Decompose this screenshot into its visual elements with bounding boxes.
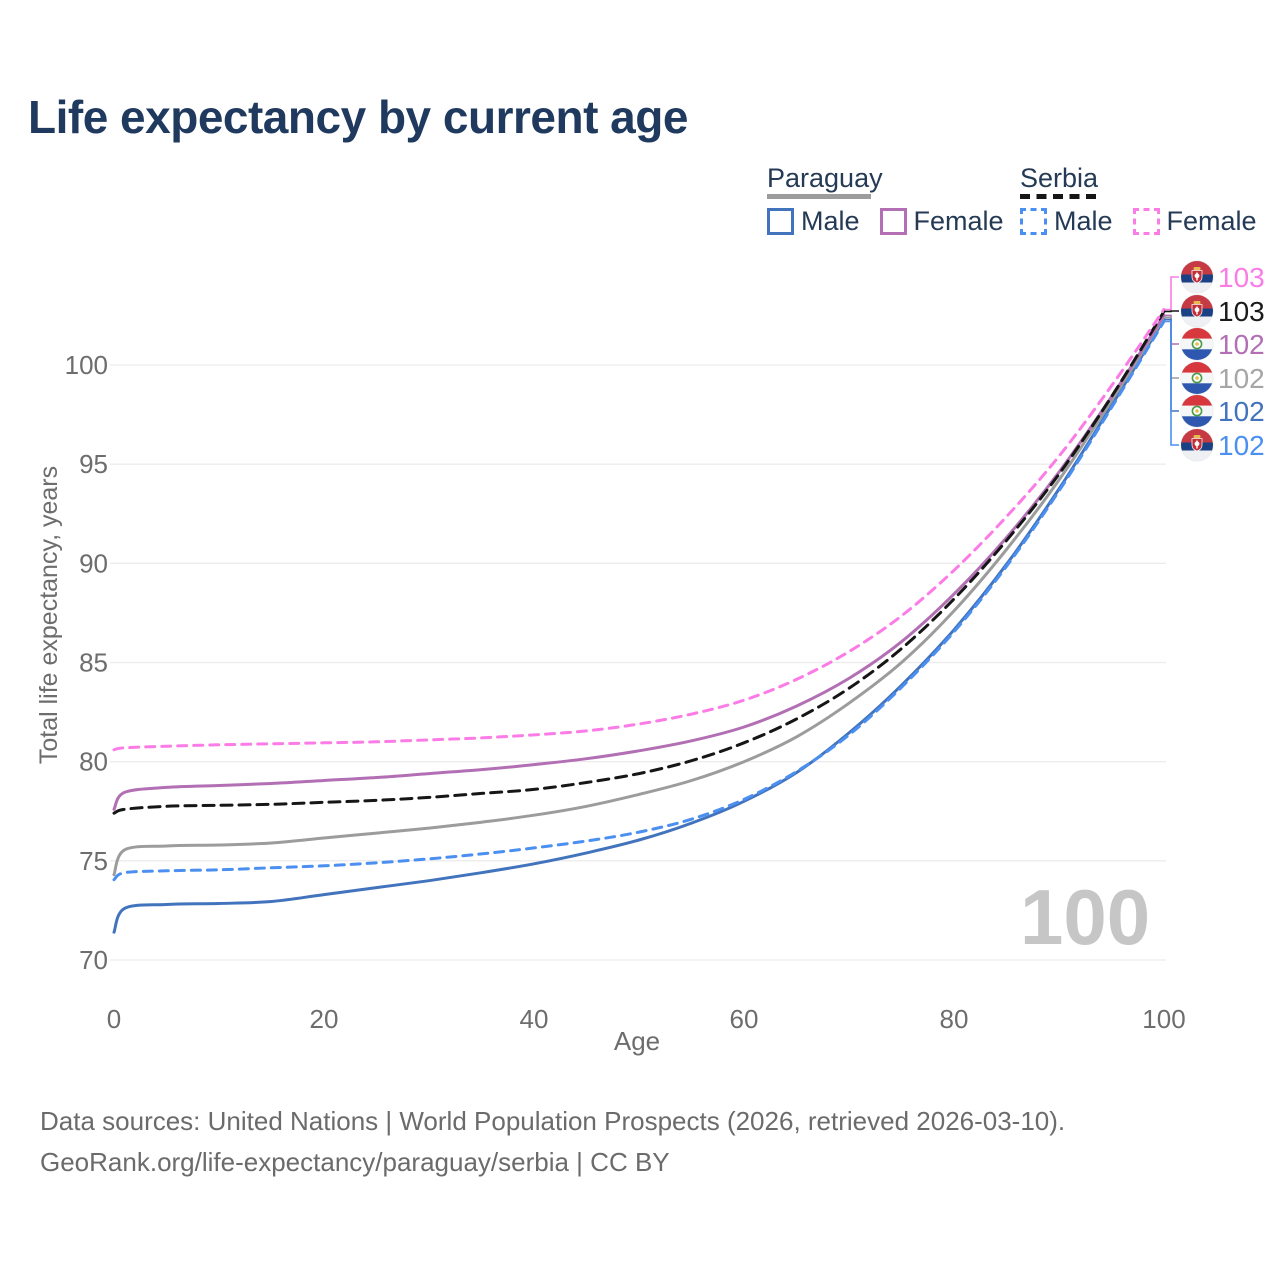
svg-text:95: 95: [79, 449, 108, 479]
paraguay-male-swatch-icon: [767, 208, 794, 235]
legend-item-label: Male: [801, 206, 860, 236]
legend-item-label: Female: [913, 206, 1004, 236]
end-label-connector: [1164, 320, 1179, 446]
svg-text:40: 40: [520, 1004, 549, 1034]
end-value-label: 103: [1218, 262, 1265, 293]
paraguay-female-swatch-icon: [879, 208, 907, 235]
gridlines: [110, 364, 1166, 961]
end-value-label: 102: [1218, 430, 1265, 461]
svg-text:70: 70: [79, 945, 108, 975]
x-axis-tick-labels: 0 20 40 60 80 100: [107, 1004, 1186, 1034]
attribution-link: GeoRank.org/life-expectancy/paraguay/ser…: [40, 1147, 670, 1177]
svg-text:60: 60: [730, 1004, 759, 1034]
legend-item-paraguay-female[interactable]: Female: [879, 206, 1004, 236]
line-serbia-male[interactable]: [112, 319, 1166, 882]
legend-group-serbia: Serbia Male Female: [1020, 164, 1257, 235]
legend-item-serbia-female[interactable]: Female: [1132, 206, 1257, 236]
serbia-flag-icon: [1180, 260, 1214, 294]
legend-country-serbia[interactable]: Serbia: [1020, 163, 1099, 193]
serbia-female-swatch-icon: [1132, 208, 1160, 235]
svg-text:80: 80: [940, 1004, 969, 1034]
svg-text:80: 80: [79, 747, 108, 777]
y-axis-title: Total life expectancy, years: [35, 465, 63, 765]
end-value-label: 102: [1218, 396, 1265, 427]
svg-text:20: 20: [310, 1004, 339, 1034]
legend-item-paraguay-male[interactable]: Male: [767, 208, 860, 235]
legend-item-label: Male: [1054, 206, 1113, 236]
paraguay-line-style-sample: [767, 194, 871, 199]
paraguay-flag-icon: [1180, 361, 1214, 395]
svg-text:85: 85: [79, 648, 108, 678]
line-paraguay-both-sexes[interactable]: [112, 315, 1166, 877]
end-label-connector: [1164, 276, 1179, 311]
legend-country-paraguay[interactable]: Paraguay: [767, 163, 883, 193]
legend-item-serbia-male[interactable]: Male: [1020, 208, 1113, 235]
legend-item-label: Female: [1166, 206, 1257, 236]
end-value-label: 102: [1218, 363, 1265, 394]
serbia-flag-icon: [1180, 294, 1214, 328]
svg-text:75: 75: [79, 846, 108, 876]
chart-title: Life expectancy by current age: [28, 91, 688, 143]
hovered-age-watermark: 100: [1020, 873, 1151, 961]
svg-text:90: 90: [79, 548, 108, 578]
paraguay-flag-icon: [1180, 394, 1214, 428]
serbia-flag-icon: [1180, 428, 1214, 462]
x-axis-title: Age: [613, 1026, 661, 1056]
end-value-label: 102: [1218, 329, 1265, 360]
line-serbia-female[interactable]: [112, 308, 1166, 752]
paraguay-flag-icon: [1180, 327, 1214, 361]
y-axis-tick-labels: 70 75 80 85 90 95 100: [65, 350, 108, 975]
line-paraguay-female[interactable]: [112, 313, 1166, 811]
svg-text:100: 100: [1142, 1004, 1185, 1034]
svg-text:100: 100: [65, 350, 108, 380]
line-paraguay-male[interactable]: [112, 317, 1166, 934]
serbia-line-style-sample: [1020, 194, 1096, 199]
serbia-male-swatch-icon: [1020, 208, 1047, 235]
data-sources-note: Data sources: United Nations | World Pop…: [40, 1106, 1066, 1136]
legend-group-paraguay: Paraguay Male Female: [767, 164, 1004, 235]
line-serbia-both-sexes[interactable]: [112, 309, 1166, 815]
end-value-label: 103: [1218, 296, 1265, 327]
svg-text:0: 0: [107, 1004, 121, 1034]
